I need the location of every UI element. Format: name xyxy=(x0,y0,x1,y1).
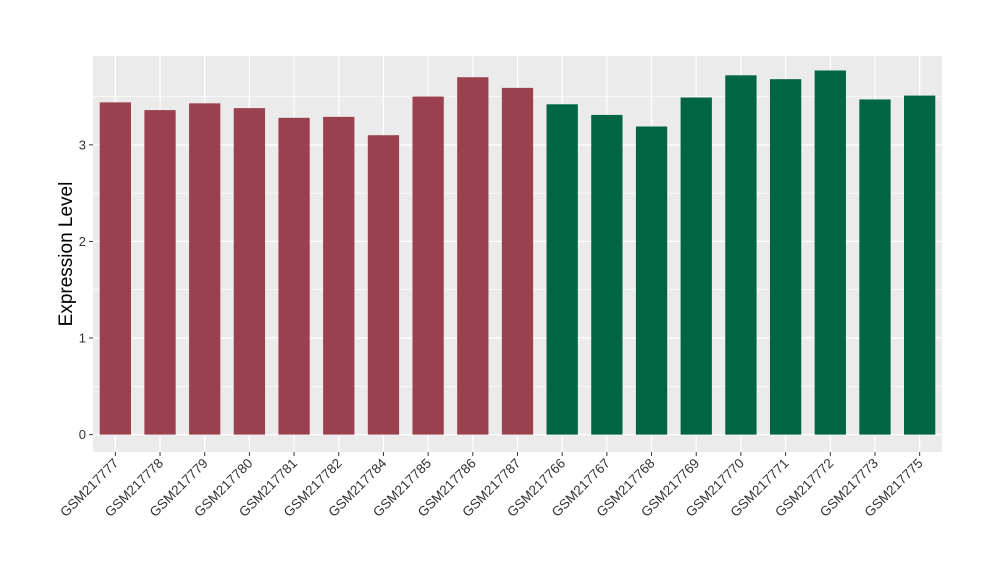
bar-GSM217785 xyxy=(412,96,444,435)
bar-GSM217780 xyxy=(233,108,266,435)
bar-GSM217767 xyxy=(591,114,623,435)
y-tick-label: 2 xyxy=(79,234,86,249)
bar-GSM217782 xyxy=(323,116,355,435)
y-axis-title: Expression Level xyxy=(56,182,77,327)
bars xyxy=(99,70,936,435)
bar-GSM217787 xyxy=(501,87,534,435)
bar-GSM217773 xyxy=(859,99,891,435)
bar-GSM217768 xyxy=(635,126,668,435)
bar-GSM217784 xyxy=(367,135,400,435)
y-tick-label: 1 xyxy=(79,331,86,346)
bar-GSM217769 xyxy=(680,97,712,435)
bar-GSM217775 xyxy=(904,95,936,435)
bar-GSM217777 xyxy=(99,102,131,435)
y-axis: 0 1 2 3 xyxy=(79,137,93,442)
y-tick-label: 3 xyxy=(79,137,86,152)
bar-GSM217771 xyxy=(769,79,802,435)
y-tick-label: 0 xyxy=(79,427,86,442)
bar-GSM217772 xyxy=(814,70,846,435)
bar-GSM217786 xyxy=(457,77,489,435)
bar-GSM217778 xyxy=(144,110,176,435)
x-axis: GSM217777GSM217778GSM217779GSM217780GSM2… xyxy=(57,452,926,520)
bar-GSM217770 xyxy=(725,75,757,435)
bar-GSM217766 xyxy=(546,104,578,435)
bar-GSM217781 xyxy=(278,117,310,435)
bar-GSM217779 xyxy=(189,103,221,435)
